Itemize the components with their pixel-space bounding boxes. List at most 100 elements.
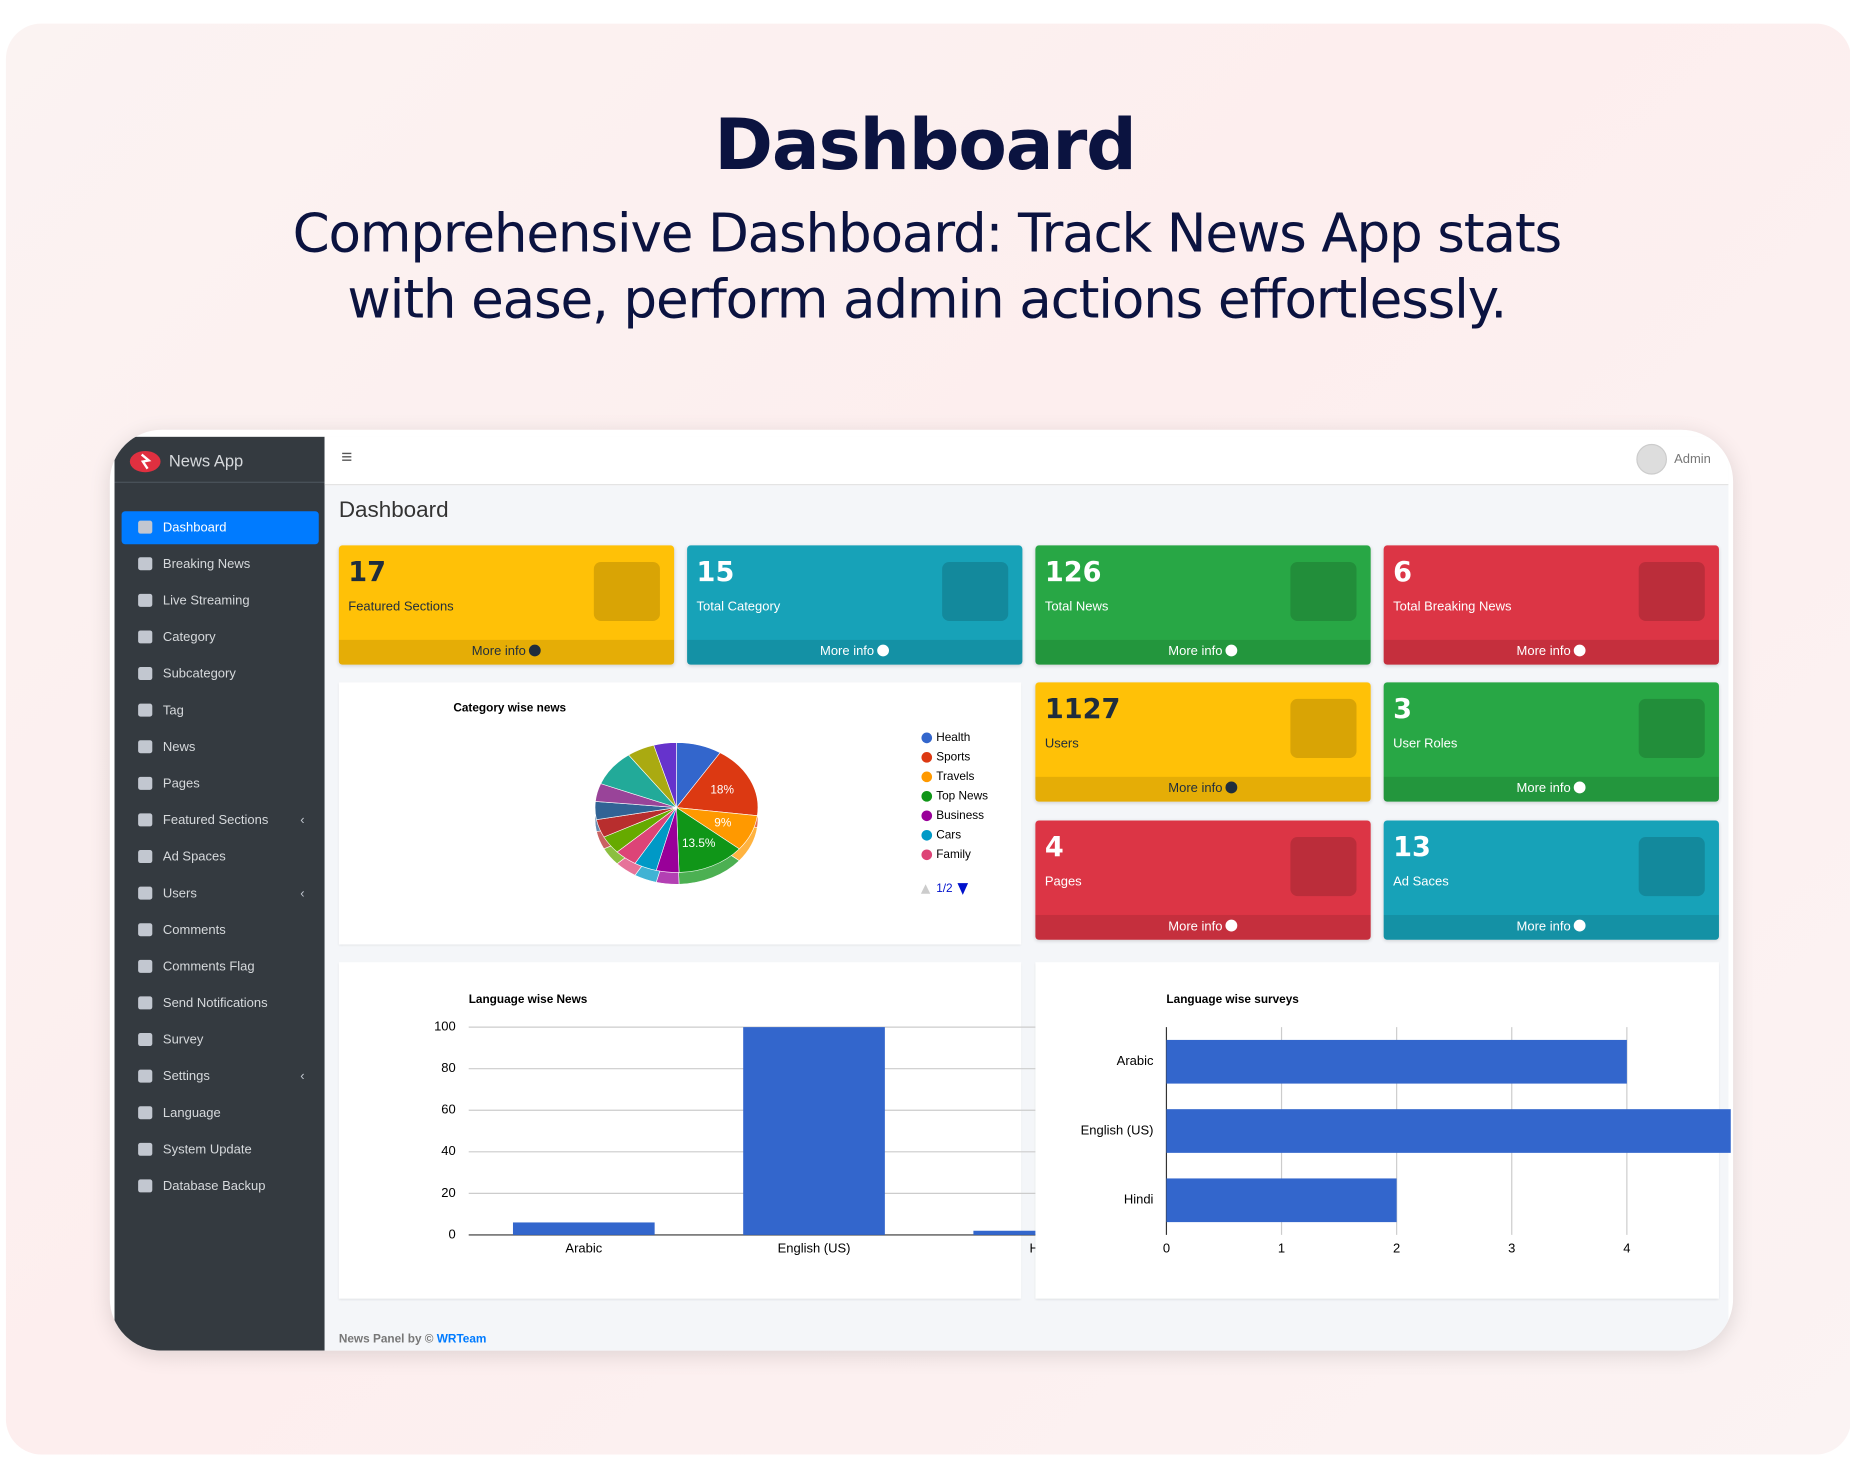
sidebar-item[interactable]: Database Backup bbox=[122, 1170, 319, 1203]
sidebar-label: Subcategory bbox=[162, 667, 236, 682]
chart-title: Language wise News bbox=[469, 992, 588, 1006]
x-tick-label: Arabic bbox=[565, 1240, 602, 1255]
sidebar-label: Breaking News bbox=[162, 557, 251, 572]
sidebar-label: Send Notifications bbox=[162, 996, 268, 1011]
sidebar-item[interactable]: Users ‹ bbox=[122, 877, 319, 910]
sidebar-item[interactable]: Language bbox=[122, 1097, 319, 1130]
y-tick-label: 100 bbox=[434, 1019, 456, 1034]
pager-next[interactable] bbox=[957, 883, 969, 895]
stat-card: 1127 Users More info bbox=[1035, 682, 1371, 802]
card-label: Pages bbox=[1044, 874, 1082, 889]
legend-swatch bbox=[921, 791, 933, 802]
card-label: Total Category bbox=[696, 599, 781, 614]
sidebar-icon bbox=[138, 593, 153, 607]
chevron: ‹ bbox=[300, 813, 305, 828]
card-footer[interactable]: More info bbox=[1035, 914, 1371, 940]
card-footer[interactable]: More info bbox=[1383, 639, 1719, 665]
arrow-icon bbox=[1574, 781, 1587, 794]
sidebar-label: Dashboard bbox=[162, 520, 227, 535]
sidebar-item[interactable]: Pages bbox=[122, 767, 319, 800]
bar bbox=[1166, 1109, 1731, 1153]
sidebar-item[interactable]: Breaking News bbox=[122, 548, 319, 581]
hbar-plot: 0 1 2 3 4 bbox=[1163, 1027, 1731, 1255]
card-icon bbox=[1290, 561, 1357, 621]
card-label: Ad Saces bbox=[1393, 874, 1449, 889]
sidebar-item[interactable]: Comments Flag bbox=[122, 950, 319, 983]
sidebar-icon bbox=[138, 1106, 153, 1120]
sidebar-item[interactable]: Survey bbox=[122, 1024, 319, 1057]
user-name[interactable]: Admin bbox=[1674, 452, 1711, 467]
sidebar-item[interactable]: News bbox=[122, 731, 319, 764]
footer-link[interactable]: WRTeam bbox=[436, 1332, 487, 1346]
y-tick-label: 60 bbox=[441, 1102, 455, 1117]
pie-slice bbox=[675, 752, 759, 816]
sidebar-icon bbox=[138, 813, 153, 827]
sidebar-label: Category bbox=[162, 630, 216, 645]
card-link[interactable]: More info bbox=[1168, 644, 1223, 659]
card-footer[interactable]: More info bbox=[687, 639, 1023, 665]
sidebar-icon bbox=[138, 520, 153, 534]
sidebar-item[interactable]: Live Streaming bbox=[122, 584, 319, 617]
card-value: 17 bbox=[348, 557, 387, 588]
sidebar-item[interactable]: Tag bbox=[122, 694, 319, 727]
card-link[interactable]: More info bbox=[1516, 919, 1571, 934]
sidebar-item[interactable]: Category bbox=[122, 621, 319, 654]
sidebar-item[interactable]: System Update bbox=[122, 1133, 319, 1166]
card-footer[interactable]: More info bbox=[1383, 914, 1719, 940]
card-footer[interactable]: More info bbox=[1035, 639, 1371, 665]
card-icon bbox=[1290, 837, 1357, 897]
footer-text: News Panel by © bbox=[338, 1332, 434, 1346]
sidebar-icon bbox=[138, 557, 153, 571]
card-icon bbox=[593, 561, 660, 621]
arrow-icon bbox=[529, 644, 542, 657]
bar bbox=[1166, 1178, 1397, 1223]
avatar[interactable] bbox=[1636, 443, 1668, 475]
sidebar-icon bbox=[138, 703, 153, 717]
card-link[interactable]: More info bbox=[471, 644, 526, 659]
sidebar-item[interactable]: Send Notifications bbox=[122, 987, 319, 1020]
sidebar-item[interactable]: Subcategory bbox=[122, 658, 319, 691]
sidebar-label: Survey bbox=[162, 1033, 204, 1048]
sidebar-label: Pages bbox=[162, 776, 200, 792]
sidebar-item[interactable]: Ad Spaces bbox=[122, 841, 319, 874]
sidebar-icon bbox=[138, 630, 153, 644]
topbar: ≡ Admin bbox=[324, 436, 1729, 486]
legend-page: 1/2 bbox=[936, 881, 952, 895]
legend-swatch bbox=[921, 732, 933, 744]
card-icon bbox=[1638, 698, 1705, 758]
stat-card: 126 Total News More info bbox=[1035, 545, 1371, 665]
card-link[interactable]: More info bbox=[1168, 781, 1223, 796]
card-link[interactable]: More info bbox=[1168, 919, 1223, 934]
x-tick-label: 1 bbox=[1278, 1240, 1285, 1255]
sidebar-icon bbox=[138, 1069, 153, 1083]
y-tick-label: 0 bbox=[448, 1226, 455, 1241]
card-footer[interactable]: More info bbox=[1035, 776, 1371, 802]
card-value: 13 bbox=[1393, 832, 1431, 864]
card-link[interactable]: More info bbox=[820, 644, 875, 659]
card-icon bbox=[1638, 561, 1705, 621]
chart-title: Category wise news bbox=[453, 700, 566, 714]
card-footer[interactable]: More info bbox=[1383, 776, 1719, 802]
stat-card: 6 Total Breaking News More info bbox=[1383, 545, 1719, 665]
sidebar-item[interactable]: Comments bbox=[122, 914, 319, 947]
legend-label: Health bbox=[936, 730, 970, 744]
card-footer[interactable]: More info bbox=[338, 639, 675, 665]
sidebar-label: Comments Flag bbox=[162, 959, 255, 974]
sidebar-item[interactable]: Settings ‹ bbox=[122, 1060, 319, 1093]
chart-title: Language wise surveys bbox=[1166, 992, 1299, 1006]
sidebar: News App Dashboard Breaking News Live Stre… bbox=[114, 436, 325, 1351]
legend-swatch bbox=[921, 752, 933, 763]
menu-toggle[interactable]: ≡ bbox=[341, 447, 353, 468]
sidebar-item[interactable]: Featured Sections ‹ bbox=[122, 804, 319, 837]
y-tick-label: Arabic bbox=[1117, 1053, 1154, 1068]
card-link[interactable]: More info bbox=[1516, 781, 1571, 796]
x-tick-label: 4 bbox=[1623, 1240, 1630, 1255]
sidebar-item[interactable]: Dashboard bbox=[121, 511, 319, 545]
sidebar-icon bbox=[138, 1033, 153, 1047]
card-link[interactable]: More info bbox=[1516, 644, 1571, 659]
sidebar-label: Users bbox=[162, 886, 197, 901]
slice-label: 9% bbox=[714, 816, 732, 830]
y-tick-label: 40 bbox=[441, 1143, 455, 1158]
legend-swatch bbox=[921, 849, 933, 861]
